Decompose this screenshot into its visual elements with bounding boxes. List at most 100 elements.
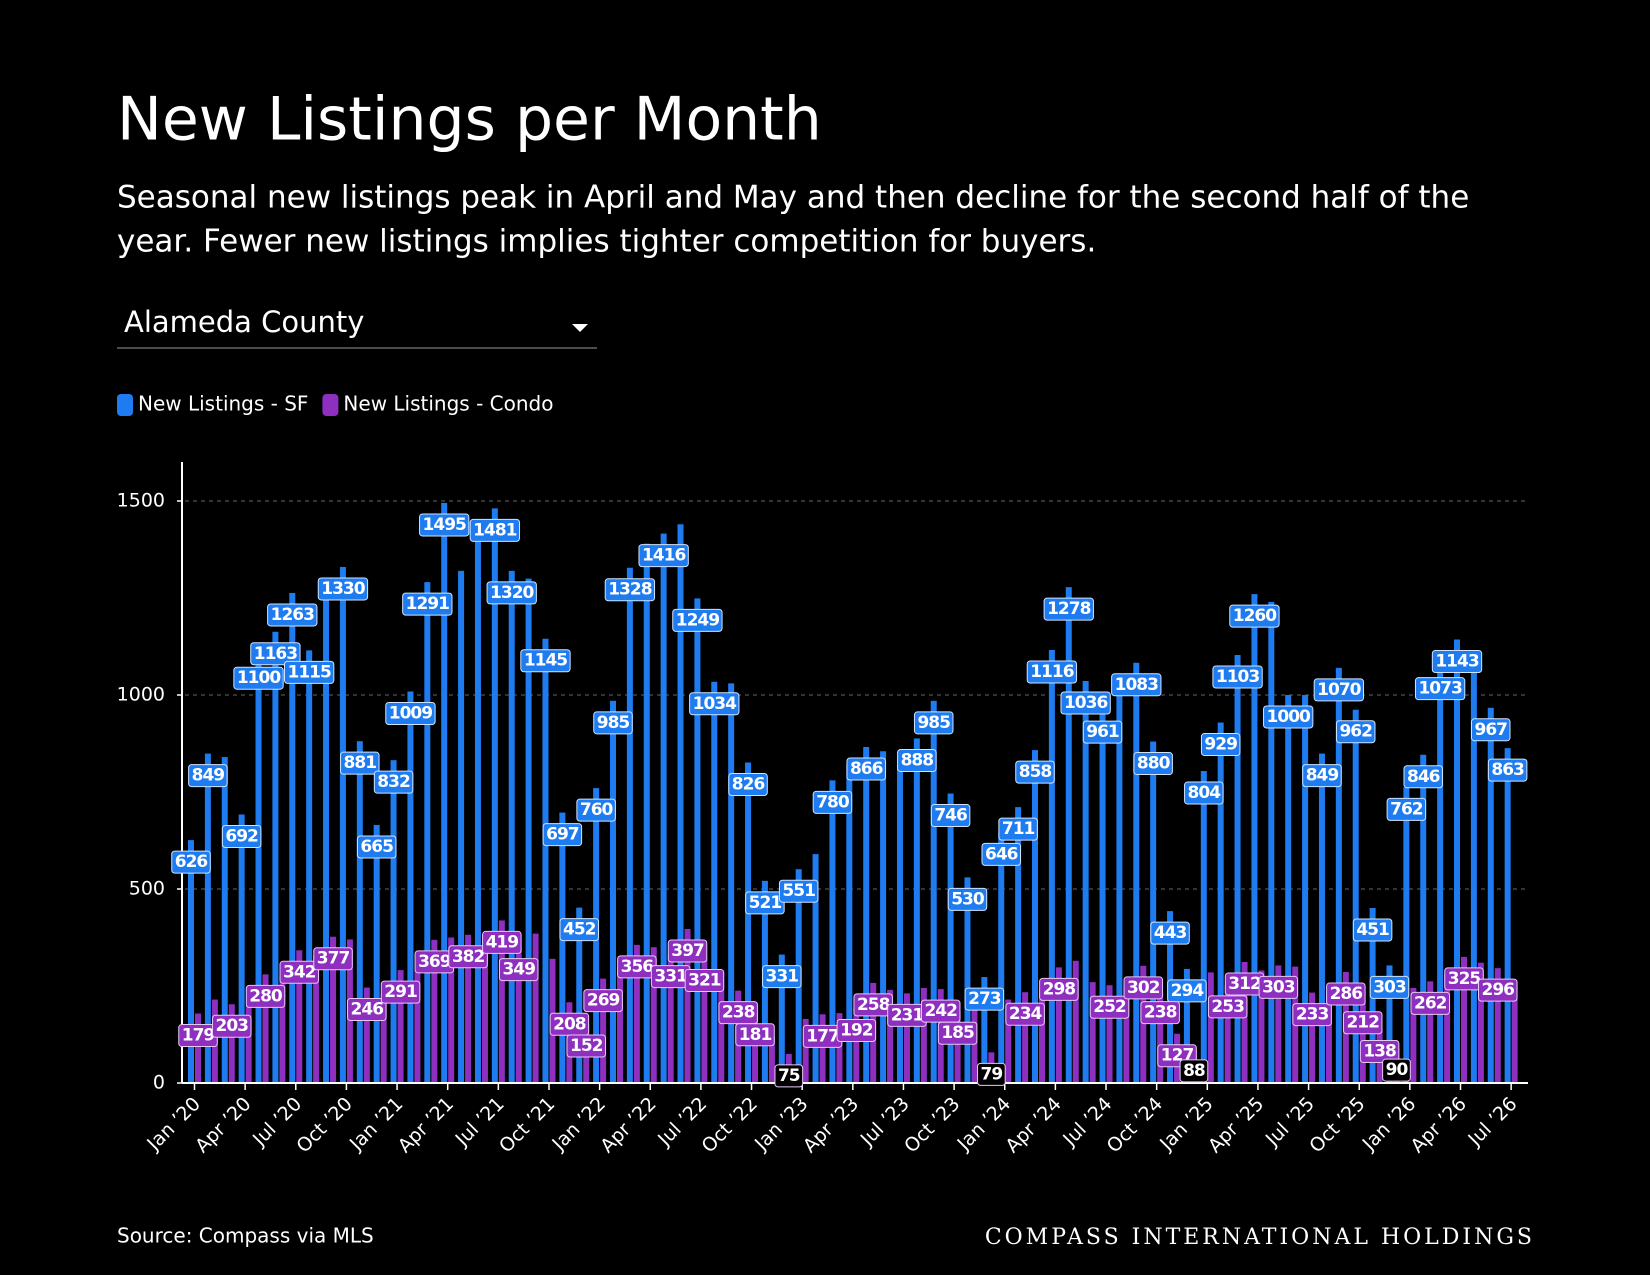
bar <box>947 793 954 1083</box>
value-label-text: 303 <box>1262 977 1295 997</box>
value-label-text: 780 <box>816 792 850 812</box>
value-label-text: 369 <box>418 952 451 972</box>
bar <box>306 650 313 1083</box>
value-label-bg <box>373 770 414 794</box>
value-label-bg <box>317 577 369 601</box>
value-label-bg <box>1005 1002 1045 1026</box>
bar <box>1309 992 1316 1083</box>
value-label-bg <box>1352 918 1393 942</box>
value-label-text: 152 <box>570 1036 603 1056</box>
bar <box>1420 754 1427 1083</box>
bar <box>1285 695 1292 1083</box>
value-label-bg <box>188 764 228 788</box>
legend-swatch <box>117 394 133 416</box>
bar <box>491 508 498 1083</box>
value-label-bg <box>1313 678 1365 702</box>
x-tick-label: Jul ’26 <box>1463 1093 1521 1151</box>
dropdown-label[interactable]: Alameda County <box>124 305 364 339</box>
value-label-bg <box>1133 752 1173 776</box>
value-label-text: 233 <box>1296 1005 1329 1025</box>
bar <box>829 780 836 1083</box>
value-label-text: 325 <box>1448 969 1481 989</box>
value-label: 665 <box>356 835 397 859</box>
value-label: 692 <box>221 825 262 849</box>
value-label-text: 962 <box>1339 722 1372 742</box>
bar <box>559 812 566 1083</box>
value-label: 192 <box>836 1019 877 1043</box>
value-label-text: 849 <box>192 766 225 786</box>
bar <box>1258 970 1265 1083</box>
bar <box>711 681 718 1083</box>
bar <box>414 970 421 1083</box>
bar <box>1504 748 1511 1083</box>
value-label: 185 <box>937 1021 978 1045</box>
value-label-text: 881 <box>344 753 377 773</box>
x-tick-label: Apr ’23 <box>799 1093 863 1157</box>
bar <box>1511 982 1518 1083</box>
value-label-bg <box>576 798 616 822</box>
value-label-text: 1495 <box>423 515 466 535</box>
value-label-text: 212 <box>1346 1013 1379 1033</box>
bar <box>390 760 397 1083</box>
value-label-text: 626 <box>175 852 208 872</box>
value-label: 231 <box>887 1003 927 1027</box>
bar <box>532 933 539 1083</box>
bar <box>1302 695 1309 1083</box>
value-label: 780 <box>812 790 853 814</box>
value-label-bg <box>689 692 740 716</box>
bar <box>998 832 1005 1083</box>
region-dropdown[interactable]: Alameda County <box>117 305 597 349</box>
value-label: 762 <box>1386 797 1427 821</box>
bar <box>1352 709 1359 1083</box>
value-label: 331 <box>762 965 802 989</box>
bar <box>643 543 650 1083</box>
value-label-bg <box>1111 673 1162 697</box>
value-label: 349 <box>498 958 539 982</box>
value-label: 551 <box>778 879 819 903</box>
value-label-text: 1036 <box>1064 693 1107 713</box>
bar <box>424 582 431 1083</box>
value-label-text: 252 <box>1093 997 1126 1017</box>
value-label: 1291 <box>402 592 453 616</box>
value-label: 312 <box>1224 972 1265 996</box>
value-label-text: 203 <box>216 1016 249 1036</box>
value-label-bg <box>1167 979 1207 1003</box>
value-label-text: 551 <box>782 881 815 901</box>
bar <box>1461 956 1467 1083</box>
value-label-text: 1070 <box>1317 680 1361 700</box>
value-label-bg <box>233 666 284 690</box>
dropdown-arrow[interactable] <box>572 324 588 332</box>
value-label-text: 331 <box>766 967 799 987</box>
value-label-bg <box>171 850 211 874</box>
value-label-text: 832 <box>377 772 410 792</box>
bar <box>1048 649 1055 1083</box>
value-label-bg <box>1471 718 1511 742</box>
value-label: 1070 <box>1313 678 1365 702</box>
value-label-bg <box>977 1062 1006 1086</box>
bar <box>887 989 894 1083</box>
value-label-bg <box>1359 1039 1400 1063</box>
value-label: 863 <box>1487 758 1528 782</box>
bar <box>515 947 522 1083</box>
value-label-bg <box>897 748 937 772</box>
value-label-text: 258 <box>857 995 890 1015</box>
value-label-text: 760 <box>580 800 614 820</box>
value-label-text: 697 <box>546 825 579 845</box>
value-label: 521 <box>745 891 785 915</box>
value-label: 298 <box>1039 977 1079 1001</box>
value-label: 846 <box>1403 765 1443 789</box>
value-label-text: 665 <box>360 837 393 857</box>
value-label: 881 <box>340 751 380 775</box>
value-label-bg <box>1184 781 1224 805</box>
value-label-bg <box>1335 720 1376 744</box>
bar <box>617 970 623 1083</box>
value-label: 1320 <box>486 581 537 605</box>
brand: COMPASS INTERNATIONAL HOLDINGS <box>985 1225 1535 1250</box>
value-label: 697 <box>542 823 583 847</box>
value-label-bg <box>1200 733 1241 757</box>
bar <box>1335 667 1342 1083</box>
value-label-bg <box>1082 720 1123 744</box>
bar <box>1217 722 1224 1083</box>
bar <box>330 936 337 1083</box>
bar <box>221 757 228 1083</box>
